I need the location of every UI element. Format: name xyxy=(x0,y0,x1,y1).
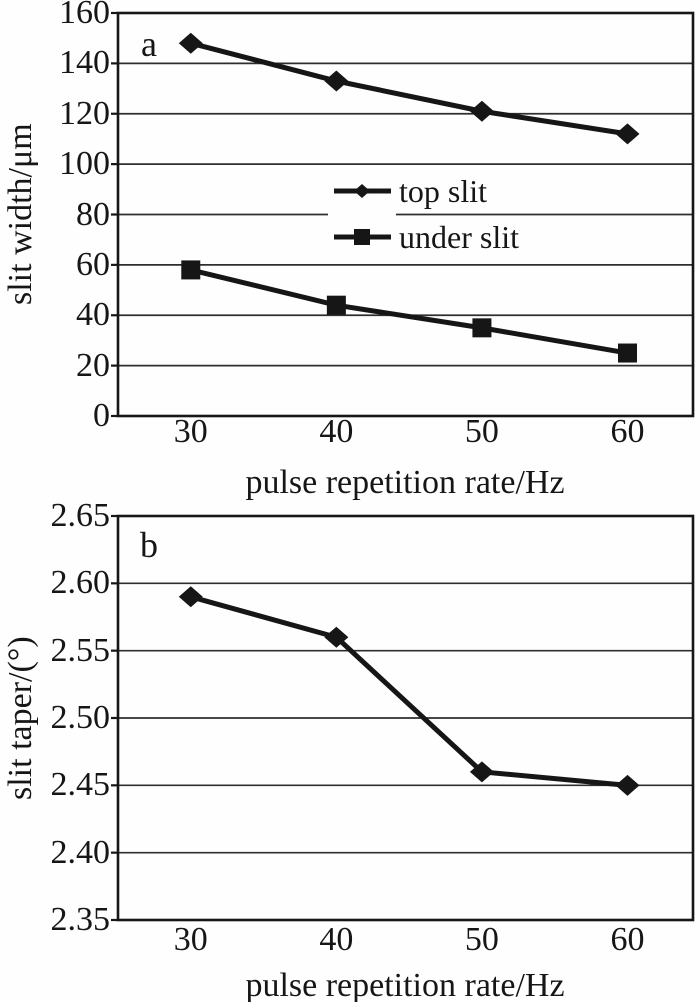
plot-border xyxy=(116,514,695,922)
series-line-top-slit xyxy=(190,40,628,137)
y-tick-label: 40 xyxy=(76,296,110,334)
legend-key-square-marker xyxy=(354,229,370,245)
x-axis-label: pulse repetition rate/Hz xyxy=(245,967,565,1002)
data-point-diamond-marker xyxy=(469,100,494,122)
data-point-square-marker xyxy=(326,295,346,315)
data-point-square-marker xyxy=(181,260,201,280)
x-tick-label: 40 xyxy=(319,413,354,450)
y-tick-label: 2.35 xyxy=(50,901,111,938)
x-tick-label: 50 xyxy=(464,921,499,958)
y-tick-label: 20 xyxy=(76,346,110,384)
y-tick-label: 0 xyxy=(93,397,110,434)
panel-label: a xyxy=(141,24,157,64)
plot-border xyxy=(116,11,695,418)
y-tick-label: 80 xyxy=(76,195,110,233)
data-point-diamond-marker xyxy=(324,626,349,648)
series-line-under-slit xyxy=(190,267,628,356)
data-point-square-marker xyxy=(472,318,492,338)
y-tick-label: 60 xyxy=(76,245,110,283)
panel-label: b xyxy=(140,525,158,565)
data-point-diamond-marker xyxy=(615,123,640,145)
y-tick-label: 140 xyxy=(59,44,110,82)
y-tick-label: 2.55 xyxy=(50,631,111,669)
y-tick-label: 100 xyxy=(59,145,110,183)
series-line-slit-taper xyxy=(190,594,628,788)
x-tick-label: 60 xyxy=(610,921,645,958)
y-axis-label: slit taper/(°) xyxy=(2,636,39,800)
y-tick-label: 2.50 xyxy=(50,699,111,736)
y-tick-label: 2.40 xyxy=(50,833,111,871)
data-point-diamond-marker xyxy=(324,70,349,92)
data-point-diamond-marker xyxy=(178,586,203,608)
y-tick-label: 2.45 xyxy=(50,766,111,804)
y-tick-label: 2.65 xyxy=(50,497,111,534)
x-tick-label: 60 xyxy=(610,413,645,450)
y-tick-label: 120 xyxy=(59,94,110,132)
data-point-diamond-marker xyxy=(469,761,494,783)
x-tick-label: 30 xyxy=(173,413,208,450)
x-tick-label: 30 xyxy=(173,921,208,958)
legend-label: top slit xyxy=(399,173,488,209)
data-point-square-marker xyxy=(617,343,637,363)
y-tick-label: 2.60 xyxy=(50,564,111,602)
x-tick-label: 40 xyxy=(319,921,354,958)
x-tick-label: 50 xyxy=(464,413,499,450)
x-axis-label: pulse repetition rate/Hz xyxy=(245,464,565,501)
y-axis-label: slit width/μm xyxy=(2,123,39,305)
data-point-diamond-marker xyxy=(178,32,203,54)
legend-label: under slit xyxy=(399,219,519,255)
y-tick-label: 160 xyxy=(59,0,110,31)
data-point-diamond-marker xyxy=(615,774,640,796)
legend-key-diamond-marker xyxy=(354,184,370,198)
